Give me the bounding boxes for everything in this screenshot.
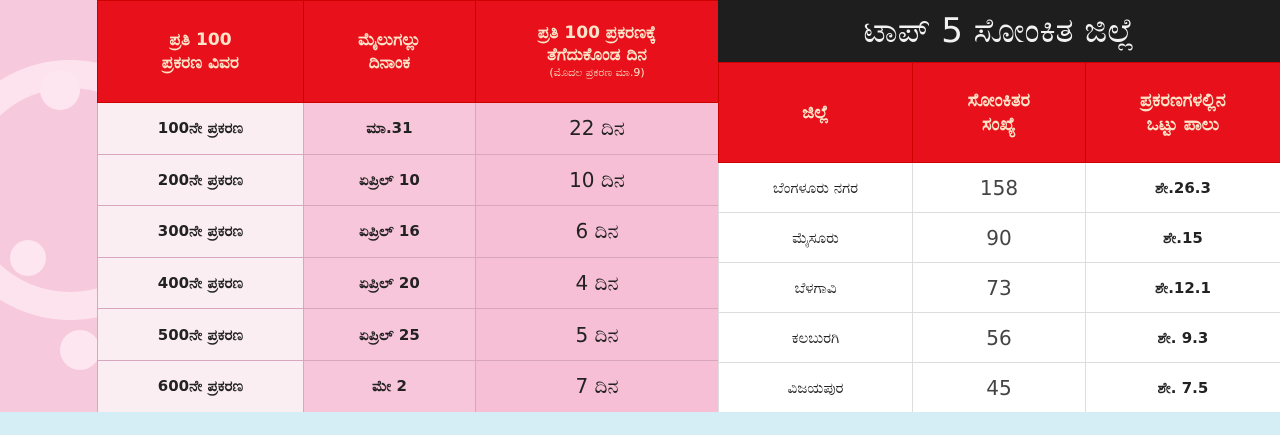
table-cell: ಏಪ್ರಿಲ್ 10 — [303, 153, 476, 207]
table-row: 300ನೇ ಪ್ರಕರಣ ಏಪ್ರಿಲ್ 16 6 ದಿನ — [97, 205, 719, 258]
table-cell: 400ನೇ ಪ್ರಕರಣ — [97, 256, 304, 310]
header-district: ಜಿಲ್ಲೆ — [718, 62, 913, 163]
milestone-table: ಪ್ರತಿ 100 ಪ್ರಕರಣ ವಿವರ ಮೈಲುಗಲ್ಲು ದಿನಾಂಕ ಪ್ರ… — [97, 0, 719, 413]
table-cell: 500ನೇ ಪ್ರಕರಣ — [97, 308, 304, 361]
bottom-strip — [0, 412, 1280, 435]
table-row: ಬೆಳಗಾವಿ 73 ಶೇ.12.1 — [718, 262, 1280, 313]
table-cell: ಶೇ. 9.3 — [1085, 312, 1280, 363]
table-cell: ಶೇ.15 — [1085, 212, 1280, 263]
virus-spike-icon — [10, 240, 46, 276]
header-days-taken: ಪ್ರತಿ 100 ಪ್ರಕರಣಕ್ಕೆ ತೆಗೆದುಕೊಂಡ ದಿನ (ಮೊದಲ … — [475, 0, 719, 103]
table-cell: ಮೈಸೂರು — [718, 212, 913, 263]
table-cell: ಮಾ.31 — [303, 102, 476, 155]
table-cell: ಮೇ 2 — [303, 359, 476, 413]
virus-spike-icon — [60, 330, 100, 370]
table-cell: ಬೆಳಗಾವಿ — [718, 262, 913, 313]
table-row: 100ನೇ ಪ್ರಕರಣ ಮಾ.31 22 ದಿನ — [97, 102, 719, 155]
header-infected-count: ಸೋಂಕಿತರ ಸಂಖ್ಯೆ — [912, 62, 1086, 163]
table-cell: 4 ದಿನ — [475, 256, 719, 310]
table-row: ವಿಜಯಪುರ 45 ಶೇ. 7.5 — [718, 362, 1280, 413]
table-cell: 73 — [912, 262, 1086, 313]
header-milestone-date: ಮೈಲುಗಲ್ಲು ದಿನಾಂಕ — [303, 0, 476, 103]
table-row: 200ನೇ ಪ್ರಕರಣ ಏಪ್ರಿಲ್ 10 10 ದಿನ — [97, 153, 719, 207]
table-cell: ಶೇ.12.1 — [1085, 262, 1280, 313]
table-cell: 10 ದಿನ — [475, 153, 719, 207]
table-cell: 100ನೇ ಪ್ರಕರಣ — [97, 102, 304, 155]
table-cell: ಏಪ್ರಿಲ್ 25 — [303, 308, 476, 361]
table-cell: ವಿಜಯಪುರ — [718, 362, 913, 413]
table-cell: 6 ದಿನ — [475, 205, 719, 258]
table-cell: ಶೇ. 7.5 — [1085, 362, 1280, 413]
table-row: ಬೆಂಗಳೂರು ನಗರ 158 ಶೇ.26.3 — [718, 162, 1280, 213]
table-cell: 600ನೇ ಪ್ರಕರಣ — [97, 359, 304, 413]
table-cell: 22 ದಿನ — [475, 102, 719, 155]
table-cell: ಏಪ್ರಿಲ್ 16 — [303, 205, 476, 258]
table-cell: 300ನೇ ಪ್ರಕರಣ — [97, 205, 304, 258]
table-row: ಕಲಬುರಗಿ 56 ಶೇ. 9.3 — [718, 312, 1280, 363]
header-case-detail: ಪ್ರತಿ 100 ಪ್ರಕರಣ ವಿವರ — [97, 0, 304, 103]
table-cell: 200ನೇ ಪ್ರಕರಣ — [97, 153, 304, 207]
table-cell: 5 ದಿನ — [475, 308, 719, 361]
table-cell: 56 — [912, 312, 1086, 363]
table-row: 500ನೇ ಪ್ರಕರಣ ಏಪ್ರಿಲ್ 25 5 ದಿನ — [97, 308, 719, 361]
table-cell: ಬೆಂಗಳೂರು ನಗರ — [718, 162, 913, 213]
top-districts-table: ಜಿಲ್ಲೆ ಸೋಂಕಿತರ ಸಂಖ್ಯೆ ಪ್ರಕರಣಗಳಲ್ಲಿನ ಒಟ್ಟು … — [718, 62, 1280, 413]
table-cell: 7 ದಿನ — [475, 359, 719, 413]
table-cell: 90 — [912, 212, 1086, 263]
table-cell: 158 — [912, 162, 1086, 213]
table-row: ಮೈಸೂರು 90 ಶೇ.15 — [718, 212, 1280, 263]
table-cell: 45 — [912, 362, 1086, 413]
table-cell: ಕಲಬುರಗಿ — [718, 312, 913, 363]
virus-spike-icon — [40, 70, 80, 110]
header-share: ಪ್ರಕರಣಗಳಲ್ಲಿನ ಒಟ್ಟು ಪಾಲು — [1085, 62, 1280, 163]
table-row: 400ನೇ ಪ್ರಕರಣ ಏಪ್ರಿಲ್ 20 4 ದಿನ — [97, 256, 719, 310]
top5-title: ಟಾಪ್ 5 ಸೋಂಕಿತ ಜಿಲ್ಲೆ — [718, 0, 1280, 62]
table-cell: ಶೇ.26.3 — [1085, 162, 1280, 213]
table-cell: ಏಪ್ರಿಲ್ 20 — [303, 256, 476, 310]
